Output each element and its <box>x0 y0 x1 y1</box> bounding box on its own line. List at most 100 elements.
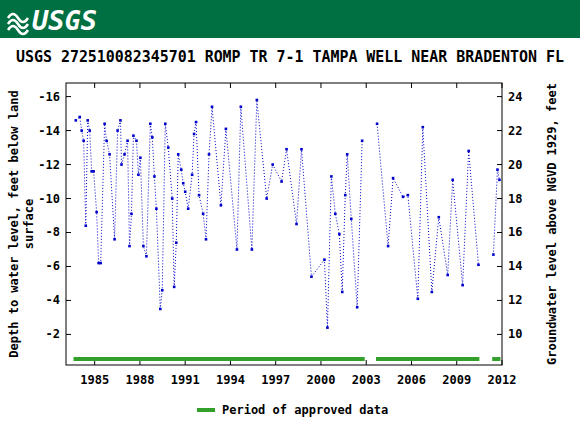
y2-tick-label: 12 <box>508 293 522 307</box>
approved-period <box>74 357 365 361</box>
data-point <box>498 179 501 182</box>
y2-tick <box>497 334 502 335</box>
title: USGS 272510082345701 ROMP TR 7-1 TAMPA W… <box>16 48 564 66</box>
data-point <box>300 148 303 151</box>
data-point <box>402 196 405 199</box>
data-point <box>346 153 349 156</box>
x-tick-label: 2006 <box>397 373 426 387</box>
data-point <box>159 308 162 311</box>
data-point <box>161 289 164 292</box>
data-point <box>461 284 464 287</box>
data-point <box>142 245 145 248</box>
logo-waves <box>8 14 28 34</box>
data-point <box>205 238 208 241</box>
data-point <box>92 170 95 173</box>
data-point <box>356 306 359 309</box>
chart: USGS USGS 272510082345701 ROMP TR 7-1 TAM… <box>0 0 580 430</box>
data-point <box>173 286 176 289</box>
data-point <box>387 245 390 248</box>
data-point <box>78 116 81 119</box>
y-tick <box>66 164 71 165</box>
data-point <box>86 119 89 122</box>
data-point <box>116 129 119 132</box>
y-tick-label: -14 <box>38 124 60 138</box>
y2-tick <box>497 232 502 233</box>
y-tick-label: -4 <box>46 293 60 307</box>
data-point <box>184 190 187 193</box>
x-tick-label: 2003 <box>352 373 381 387</box>
x-tick-top <box>411 83 412 88</box>
data-point <box>88 129 91 132</box>
data-point <box>193 133 196 136</box>
data-point <box>137 173 140 176</box>
y-tick-label: -10 <box>38 192 60 206</box>
x-tick-label: 2000 <box>307 373 336 387</box>
x-tick <box>502 360 503 365</box>
data-point <box>344 194 347 197</box>
data-point <box>211 105 214 108</box>
x-tick-label: 1991 <box>171 373 200 387</box>
data-point <box>123 153 126 156</box>
data-point <box>128 245 131 248</box>
data-point <box>285 148 288 151</box>
x-tick-top <box>502 83 503 88</box>
y2-tick-label: 16 <box>508 225 522 239</box>
y2-tick <box>497 130 502 131</box>
y2-tick-label: 10 <box>508 327 522 341</box>
y2-tick-label: 18 <box>508 192 522 206</box>
data-point <box>392 177 395 180</box>
data-point <box>119 119 122 122</box>
data-point <box>251 248 254 251</box>
x-tick-label: 2009 <box>442 373 471 387</box>
data-point <box>361 139 364 142</box>
data-point <box>180 168 183 171</box>
x-tick-label: 1988 <box>125 373 154 387</box>
data-point <box>155 207 158 210</box>
data-point <box>295 223 298 226</box>
y2-tick-label: 20 <box>508 158 522 172</box>
data-point <box>323 258 326 261</box>
data-point <box>310 275 313 278</box>
data-point <box>198 194 201 197</box>
y-tick <box>66 300 71 301</box>
legend-swatch <box>197 408 215 412</box>
data-point <box>477 263 480 266</box>
data-point <box>130 213 133 216</box>
y-tick-label: -12 <box>38 158 60 172</box>
y-tick <box>66 232 71 233</box>
y2-tick <box>497 300 502 301</box>
header-band <box>0 0 580 38</box>
data-point <box>225 128 228 131</box>
data-point <box>421 126 424 129</box>
data-point <box>167 146 170 149</box>
data-point <box>139 156 142 159</box>
data-point <box>149 122 152 125</box>
y2-tick-label: 14 <box>508 259 522 273</box>
series-line <box>76 100 362 328</box>
data-point <box>446 274 449 277</box>
data-point <box>75 119 78 122</box>
y-tick-label: -8 <box>46 225 60 239</box>
data-point <box>326 326 329 329</box>
plot-frame <box>66 83 502 365</box>
logo-text: USGS <box>32 5 97 36</box>
y-tick-label: -2 <box>46 327 60 341</box>
data-point <box>350 218 353 221</box>
data-point <box>417 297 420 300</box>
y2-tick-label: 22 <box>508 124 522 138</box>
data-point <box>164 122 167 125</box>
x-tick-label: 1994 <box>216 373 245 387</box>
y-tick <box>66 266 71 267</box>
data-point <box>84 224 87 227</box>
data-point <box>120 163 123 166</box>
data-point <box>341 291 344 294</box>
plot-area <box>74 99 501 361</box>
data-point <box>132 134 135 137</box>
data-point <box>240 105 243 108</box>
series-line <box>493 170 499 255</box>
x-tick-top <box>366 83 367 88</box>
data-point <box>236 248 239 251</box>
y2-tick-label: 24 <box>508 90 522 104</box>
data-point <box>175 241 178 244</box>
x-tick <box>366 360 367 365</box>
